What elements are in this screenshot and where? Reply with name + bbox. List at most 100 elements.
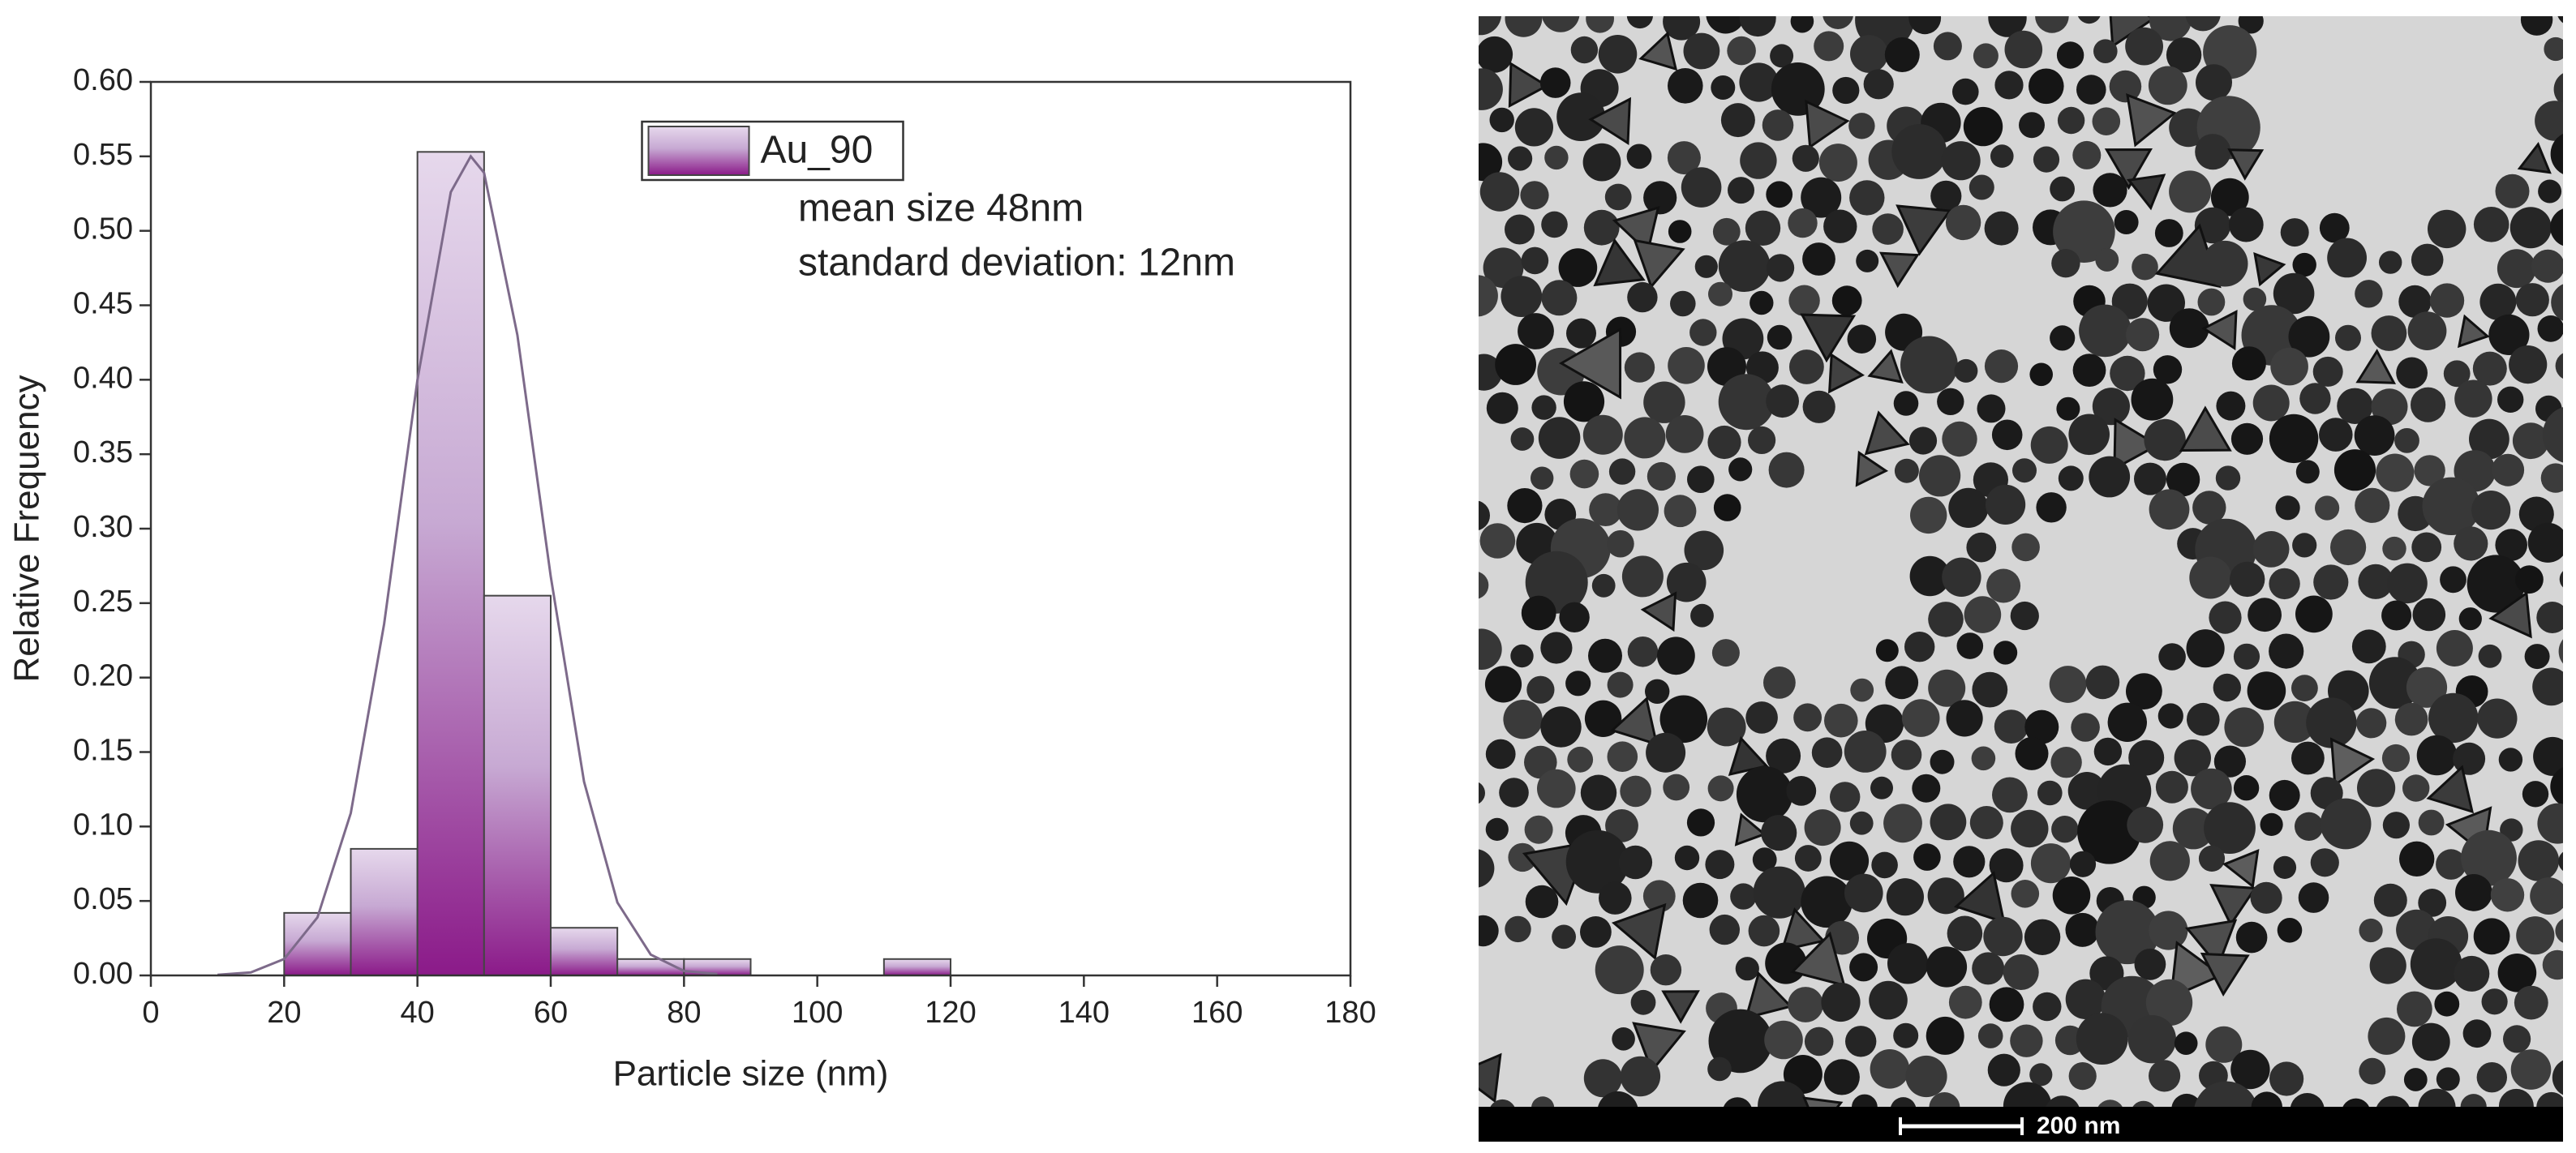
particle: [1694, 255, 1718, 278]
particle: [2520, 16, 2553, 36]
particle: [2069, 851, 2097, 877]
particle: [2201, 309, 2238, 351]
particle: [2230, 422, 2264, 455]
particle: [2077, 800, 2141, 864]
particle: [1977, 394, 2006, 423]
particle: [2509, 207, 2552, 249]
particle: [2095, 900, 2160, 965]
particle: [1844, 731, 1887, 773]
particle: [2498, 748, 2523, 772]
particle: [2290, 1093, 2325, 1107]
particle: [2295, 595, 2333, 633]
particle: [2057, 106, 2085, 135]
particle: [2527, 522, 2563, 563]
particle: [2273, 855, 2297, 879]
particle: [1521, 246, 1549, 275]
particle: [1893, 391, 1919, 416]
particle: [2243, 287, 2267, 311]
particle: [2288, 315, 2330, 358]
particle: [1599, 881, 1632, 915]
particle: [2149, 16, 2192, 41]
particle: [1668, 68, 1703, 104]
particle: [1802, 390, 1835, 423]
particle: [2371, 315, 2407, 351]
particle: [2411, 532, 2442, 563]
particle: [1626, 16, 1653, 29]
particle: [1632, 1022, 1686, 1074]
particle: [2315, 495, 2340, 521]
particle: [1954, 358, 1978, 383]
particle: [2490, 878, 2525, 912]
particle: [1948, 985, 1982, 1019]
particle: [1821, 982, 1861, 1022]
particle: [1875, 639, 1899, 662]
particle: [1541, 16, 1580, 32]
particle: [1687, 465, 1715, 493]
particle: [2538, 179, 2562, 204]
particle: [2517, 142, 2552, 174]
particle: [1850, 35, 1888, 73]
fit-curve: [217, 154, 718, 976]
particle: [2443, 360, 2471, 388]
particle: [1832, 76, 1860, 105]
particle: [2373, 883, 2407, 917]
particle: [1686, 808, 1715, 837]
particle: [1503, 700, 1543, 739]
particle: [2024, 709, 2059, 744]
y-tick-label: 0.35: [73, 435, 133, 469]
particle: [1580, 774, 1617, 811]
particle: [1766, 738, 1801, 774]
particle: [2550, 133, 2563, 174]
bar: [483, 594, 552, 977]
particle: [2467, 555, 2525, 613]
particle: [1505, 915, 1531, 943]
particle: [2291, 675, 2318, 701]
particle: [1650, 954, 1682, 986]
particle: [2250, 881, 2282, 914]
particle: [2329, 737, 2376, 787]
particle: [1852, 1094, 1878, 1107]
particle: [1646, 461, 1676, 491]
particle: [1789, 349, 1824, 384]
particle: [2354, 415, 2395, 456]
particle: [1709, 914, 1740, 945]
particle: [2412, 598, 2446, 632]
particle: [2481, 988, 2508, 1015]
particle: [1667, 141, 1701, 175]
particle: [2403, 1068, 2428, 1091]
particle: [1788, 987, 1824, 1022]
particle: [2174, 739, 2211, 777]
particle: [1952, 78, 1979, 105]
particle: [1928, 669, 1966, 707]
particle: [1768, 452, 1805, 488]
particle: [2559, 571, 2563, 588]
particle: [1824, 703, 1858, 738]
particle: [1668, 220, 1692, 243]
particle: [2371, 388, 2408, 426]
particle: [2429, 283, 2465, 318]
particle: [1707, 425, 1741, 460]
particle: [2510, 1049, 2552, 1090]
x-tick-label: 80: [667, 996, 701, 1030]
y-tick-label: 0.60: [73, 63, 133, 97]
particle: [1583, 1059, 1622, 1098]
particle: [1930, 749, 1955, 774]
particle: [2126, 318, 2160, 352]
particle: [1802, 1096, 1844, 1107]
particle: [1909, 555, 1951, 597]
particle: [2125, 27, 2164, 66]
particle: [2029, 1063, 2053, 1087]
particles: [1479, 16, 2576, 1107]
particle: [1624, 352, 1655, 383]
particle: [2471, 491, 2511, 530]
particle: [2402, 774, 2430, 802]
y-tick-label: 0.05: [73, 882, 133, 916]
particle: [2458, 607, 2482, 631]
particle: [2518, 496, 2554, 532]
particle: [2291, 741, 2325, 775]
particle: [1495, 344, 1536, 385]
particle: [2292, 533, 2317, 558]
particle: [2573, 1016, 2576, 1050]
particle: [1559, 602, 1590, 632]
particle: [2516, 916, 2555, 955]
